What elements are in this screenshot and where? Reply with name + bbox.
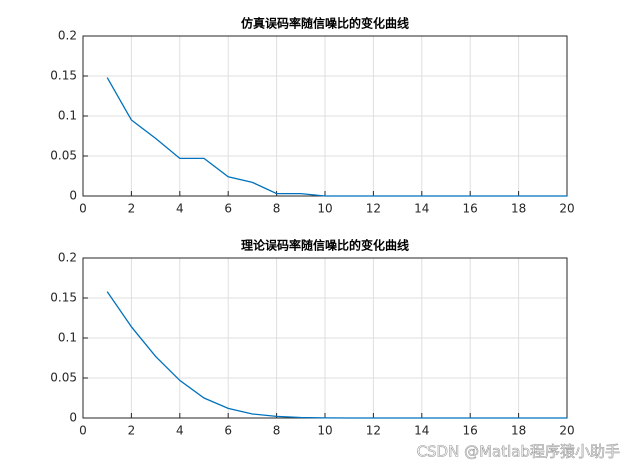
y-tick-label: 0 — [69, 411, 77, 425]
y-tick-label: 0.05 — [50, 149, 77, 163]
y-tick-label: 0 — [69, 189, 77, 203]
x-tick-label: 2 — [128, 424, 136, 438]
x-tick-label: 14 — [414, 202, 429, 216]
x-tick-label: 10 — [317, 202, 332, 216]
x-tick-label: 10 — [317, 424, 332, 438]
y-tick-label: 0.1 — [58, 331, 77, 345]
x-tick-label: 16 — [463, 202, 478, 216]
data-line — [106, 77, 567, 197]
y-tick-label: 0.15 — [50, 69, 77, 83]
x-tick-label: 18 — [511, 424, 526, 438]
chart-title: 仿真误码率随信噪比的变化曲线 — [241, 16, 409, 31]
data-line — [106, 291, 567, 419]
x-tick-label: 12 — [366, 424, 381, 438]
y-tick-label: 0.15 — [50, 291, 77, 305]
x-tick-label: 6 — [224, 424, 232, 438]
chart-title: 理论误码率随信噪比的变化曲线 — [241, 238, 409, 253]
y-tick-label: 0.05 — [50, 371, 77, 385]
x-tick-label: 6 — [224, 202, 232, 216]
x-tick-label: 20 — [559, 202, 574, 216]
x-tick-label: 16 — [463, 424, 478, 438]
x-tick-label: 0 — [79, 202, 87, 216]
y-tick-label: 0.1 — [58, 109, 77, 123]
x-tick-label: 18 — [511, 202, 526, 216]
watermark: CSDN @Matlab程序猿小助手 — [417, 443, 620, 461]
x-tick-label: 8 — [273, 424, 281, 438]
x-tick-label: 8 — [273, 202, 281, 216]
x-tick-label: 4 — [176, 424, 184, 438]
x-tick-label: 12 — [366, 202, 381, 216]
x-tick-label: 4 — [176, 202, 184, 216]
x-tick-label: 14 — [414, 424, 429, 438]
y-tick-label: 0.2 — [58, 251, 77, 265]
x-tick-label: 20 — [559, 424, 574, 438]
x-tick-label: 2 — [128, 202, 136, 216]
x-tick-label: 0 — [79, 424, 87, 438]
y-tick-label: 0.2 — [58, 29, 77, 43]
